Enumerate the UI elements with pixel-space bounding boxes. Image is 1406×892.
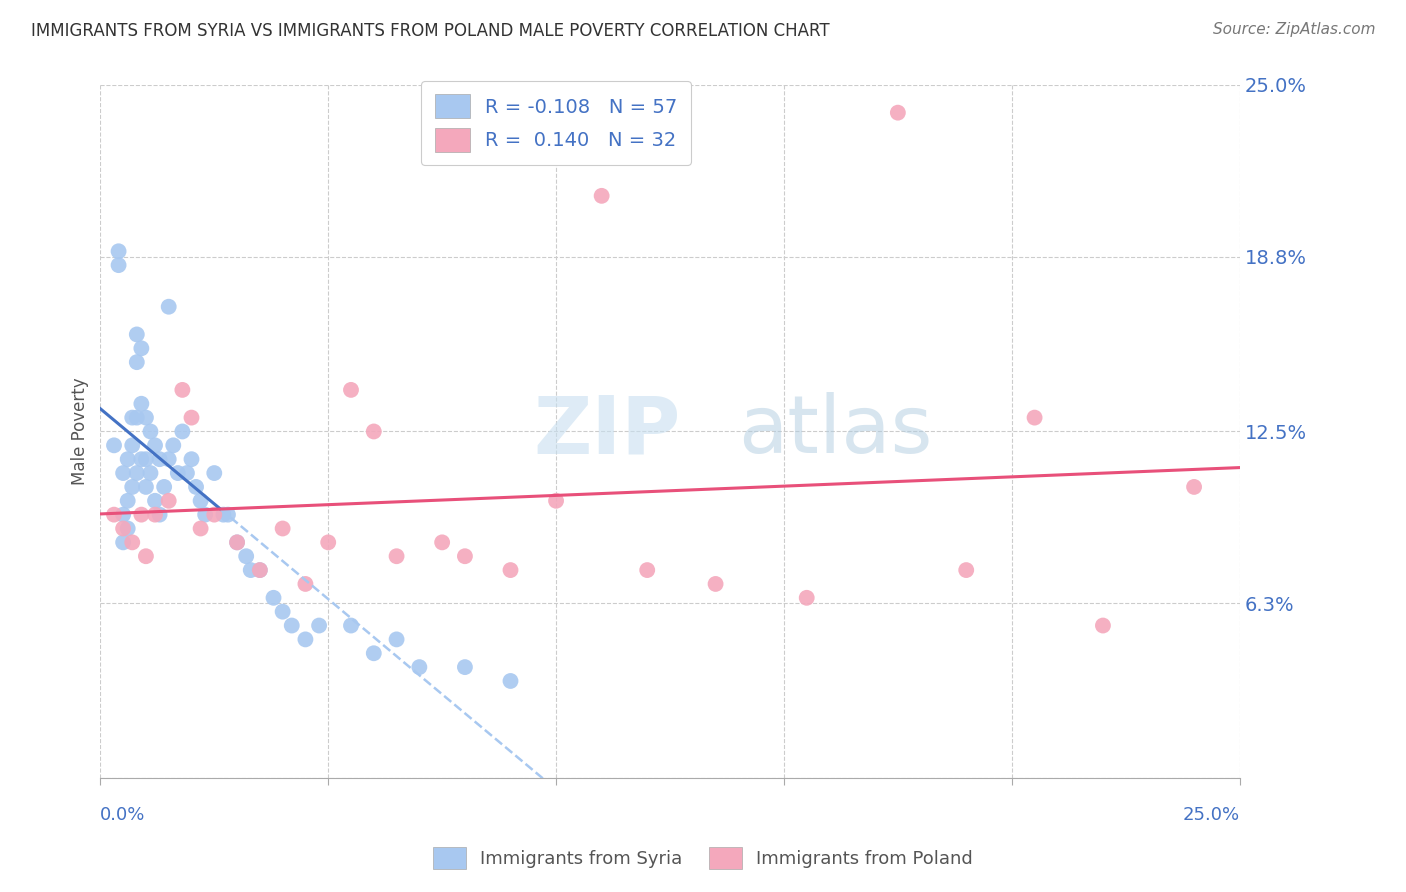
Point bbox=[226, 535, 249, 549]
Point bbox=[131, 341, 153, 355]
Point bbox=[157, 493, 180, 508]
Point bbox=[117, 452, 139, 467]
Point bbox=[454, 660, 477, 674]
Point bbox=[263, 591, 285, 605]
Point bbox=[385, 632, 408, 647]
Point bbox=[176, 466, 198, 480]
Point bbox=[430, 535, 453, 549]
Point bbox=[202, 466, 225, 480]
Point bbox=[149, 508, 172, 522]
Point bbox=[121, 480, 143, 494]
Point bbox=[107, 244, 129, 259]
Point bbox=[112, 521, 135, 535]
Point bbox=[271, 521, 294, 535]
Point bbox=[271, 605, 294, 619]
Point bbox=[704, 577, 727, 591]
Point bbox=[112, 466, 135, 480]
Point bbox=[499, 563, 522, 577]
Point bbox=[591, 189, 613, 203]
Point bbox=[796, 591, 818, 605]
Point bbox=[184, 480, 207, 494]
Point bbox=[340, 383, 363, 397]
Point bbox=[135, 480, 157, 494]
Point bbox=[153, 480, 176, 494]
Point bbox=[131, 397, 153, 411]
Point bbox=[121, 535, 143, 549]
Text: IMMIGRANTS FROM SYRIA VS IMMIGRANTS FROM POLAND MALE POVERTY CORRELATION CHART: IMMIGRANTS FROM SYRIA VS IMMIGRANTS FROM… bbox=[31, 22, 830, 40]
Point bbox=[235, 549, 257, 564]
Point bbox=[316, 535, 339, 549]
Point bbox=[162, 438, 184, 452]
Text: 0.0%: 0.0% bbox=[100, 805, 146, 823]
Point bbox=[107, 258, 129, 272]
Point bbox=[636, 563, 658, 577]
Point bbox=[212, 508, 235, 522]
Point bbox=[1091, 618, 1114, 632]
Text: Source: ZipAtlas.com: Source: ZipAtlas.com bbox=[1212, 22, 1375, 37]
Point bbox=[308, 618, 330, 632]
Point bbox=[112, 535, 135, 549]
Point bbox=[1024, 410, 1046, 425]
Point bbox=[226, 535, 249, 549]
Point bbox=[121, 438, 143, 452]
Point bbox=[194, 508, 217, 522]
Point bbox=[139, 425, 162, 439]
Point bbox=[281, 618, 304, 632]
Point bbox=[117, 521, 139, 535]
Point bbox=[125, 410, 148, 425]
Point bbox=[239, 563, 262, 577]
Point bbox=[887, 105, 910, 120]
Point bbox=[249, 563, 271, 577]
Point bbox=[454, 549, 477, 564]
Point bbox=[1182, 480, 1205, 494]
Point bbox=[135, 549, 157, 564]
Point bbox=[408, 660, 430, 674]
Point bbox=[157, 452, 180, 467]
Point bbox=[180, 410, 202, 425]
Point bbox=[121, 410, 143, 425]
Point bbox=[363, 425, 385, 439]
Point bbox=[180, 452, 202, 467]
Point bbox=[294, 632, 316, 647]
Point bbox=[363, 646, 385, 660]
Point bbox=[112, 508, 135, 522]
Point bbox=[125, 355, 148, 369]
Legend: Immigrants from Syria, Immigrants from Poland: Immigrants from Syria, Immigrants from P… bbox=[426, 839, 980, 876]
Point bbox=[217, 508, 239, 522]
Point bbox=[103, 508, 125, 522]
Point bbox=[190, 493, 212, 508]
Point bbox=[955, 563, 977, 577]
Point bbox=[544, 493, 567, 508]
Point bbox=[294, 577, 316, 591]
Point bbox=[125, 466, 148, 480]
Point bbox=[139, 466, 162, 480]
Text: atlas: atlas bbox=[738, 392, 932, 470]
Point bbox=[135, 410, 157, 425]
Point bbox=[249, 563, 271, 577]
Point bbox=[340, 618, 363, 632]
Text: ZIP: ZIP bbox=[533, 392, 681, 470]
Point bbox=[143, 508, 166, 522]
Point bbox=[172, 383, 194, 397]
Point bbox=[143, 438, 166, 452]
Point bbox=[131, 452, 153, 467]
Point bbox=[103, 438, 125, 452]
Legend: R = -0.108   N = 57, R =  0.140   N = 32: R = -0.108 N = 57, R = 0.140 N = 32 bbox=[420, 81, 692, 165]
Point bbox=[202, 508, 225, 522]
Point bbox=[385, 549, 408, 564]
Point bbox=[117, 493, 139, 508]
Point bbox=[125, 327, 148, 342]
Point bbox=[499, 673, 522, 688]
Point bbox=[131, 508, 153, 522]
Y-axis label: Male Poverty: Male Poverty bbox=[72, 377, 89, 485]
Point bbox=[157, 300, 180, 314]
Point bbox=[149, 452, 172, 467]
Point bbox=[135, 452, 157, 467]
Point bbox=[143, 493, 166, 508]
Point bbox=[172, 425, 194, 439]
Point bbox=[166, 466, 188, 480]
Point bbox=[190, 521, 212, 535]
Text: 25.0%: 25.0% bbox=[1182, 805, 1240, 823]
